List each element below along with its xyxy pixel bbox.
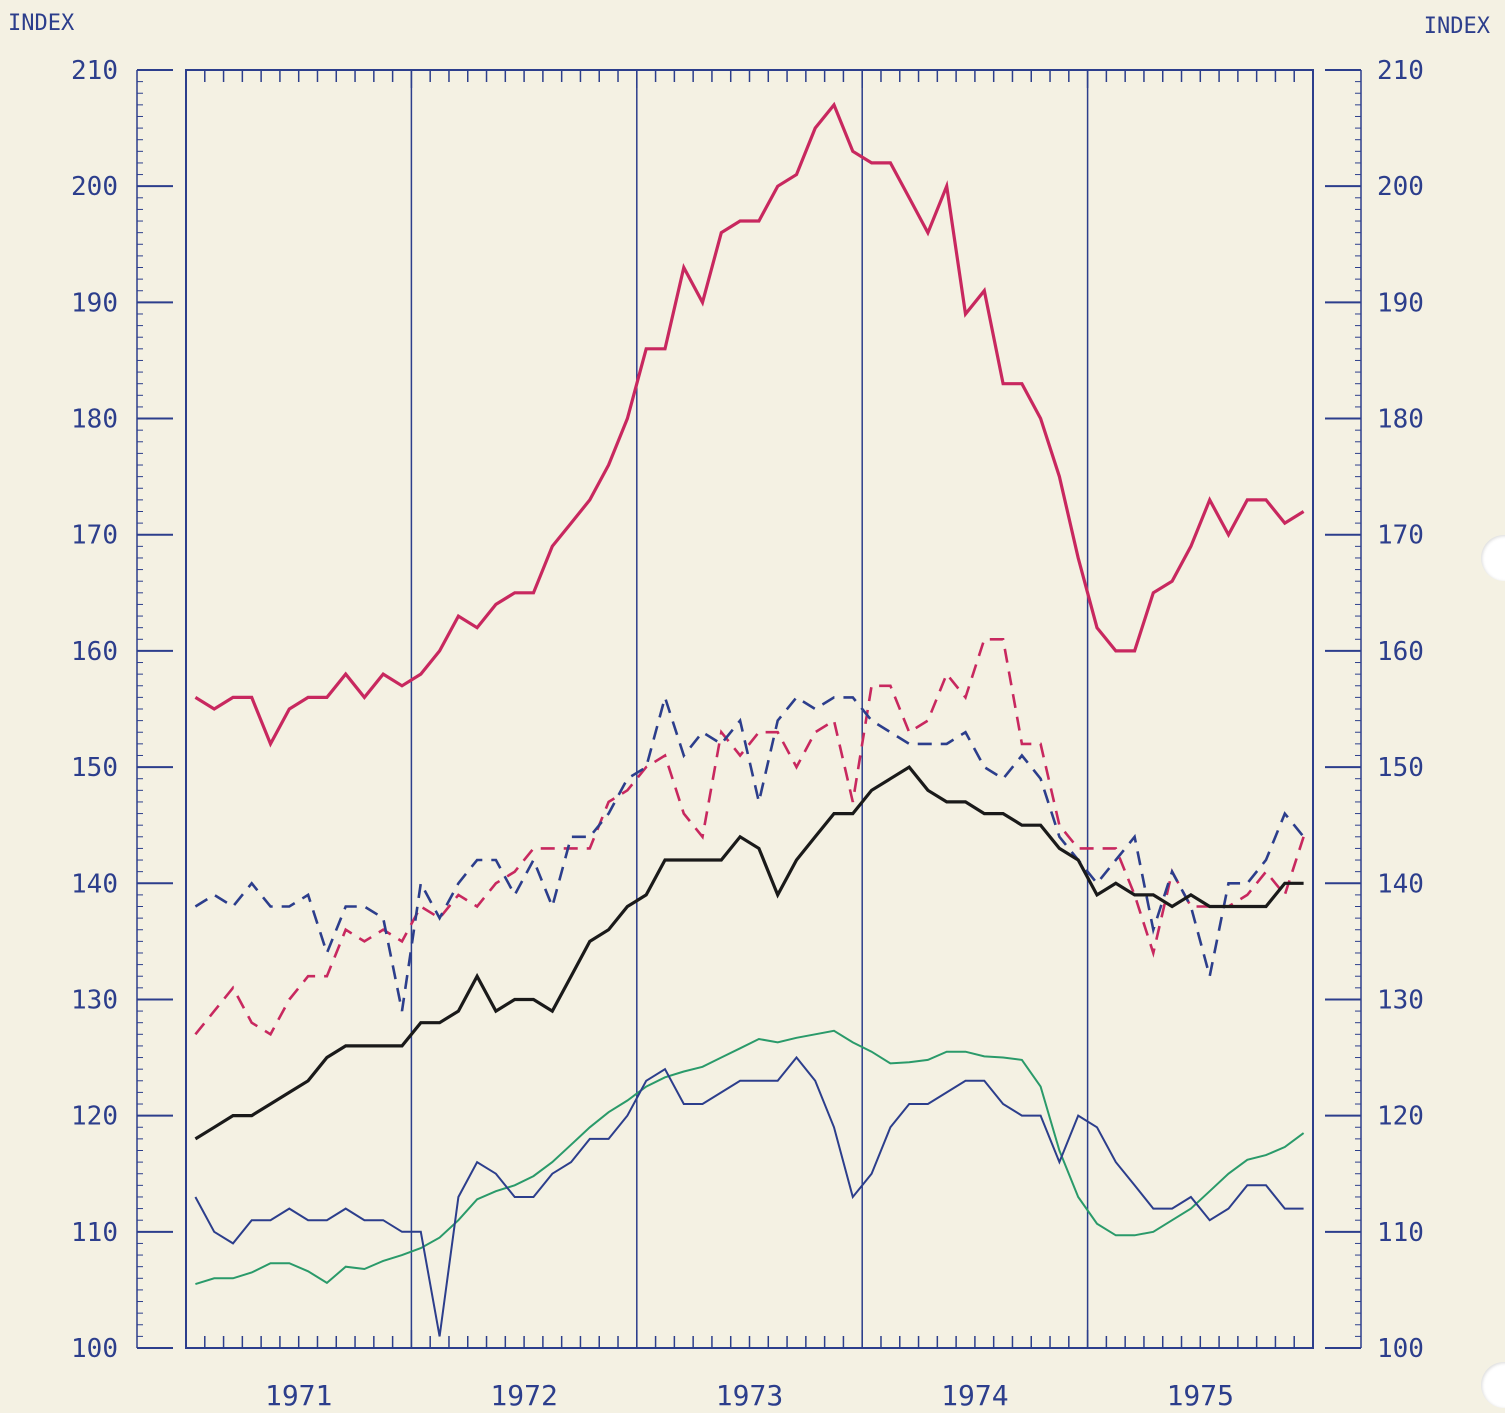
left-y-tick-label: 200 xyxy=(71,172,118,202)
series-line-4 xyxy=(194,764,1304,1141)
left-y-tick-label: 110 xyxy=(71,1218,118,1248)
left-y-tick-label: 100 xyxy=(71,1334,118,1364)
left-axis-label: INDEX xyxy=(8,11,75,36)
left-y-tick-label: 140 xyxy=(71,869,118,899)
grid-layer xyxy=(410,70,1089,1348)
left-y-tick-label: 210 xyxy=(71,56,118,86)
series-line-5 xyxy=(195,1029,1305,1286)
right-y-tick-label: 150 xyxy=(1377,753,1424,783)
right-y-tick-label: 160 xyxy=(1377,637,1424,667)
plot-frame xyxy=(185,69,1314,1349)
axes-layer: 100 100 110 110 120 120 130 130 140 140 150 150 160 1… xyxy=(71,56,1424,1412)
year-label: 1975 xyxy=(1167,1379,1234,1412)
right-y-tick-label: 190 xyxy=(1377,288,1424,318)
year-label: 1972 xyxy=(490,1379,557,1412)
right-y-tick-label: 110 xyxy=(1377,1218,1424,1248)
left-y-tick-label: 190 xyxy=(71,288,118,318)
right-y-tick-label: 140 xyxy=(1377,869,1424,899)
left-y-tick-label: 160 xyxy=(71,637,118,667)
left-y-tick-label: 180 xyxy=(71,405,118,435)
series-line-2 xyxy=(194,637,1305,1037)
right-y-tick-label: 200 xyxy=(1377,172,1424,202)
right-y-tick-label: 100 xyxy=(1377,1334,1424,1364)
year-label: 1973 xyxy=(716,1379,783,1412)
year-label: 1971 xyxy=(265,1379,332,1412)
left-y-tick-label: 170 xyxy=(71,521,118,551)
left-y-tick-label: 130 xyxy=(71,985,118,1015)
right-y-tick-label: 210 xyxy=(1377,56,1424,86)
year-label: 1974 xyxy=(941,1379,1008,1412)
series-line-3 xyxy=(194,692,1305,1012)
series-layer xyxy=(194,101,1305,1337)
left-y-tick-label: 150 xyxy=(71,753,118,783)
right-axis-label: INDEX xyxy=(1424,14,1491,39)
series-line-1 xyxy=(194,101,1305,748)
right-y-tick-label: 170 xyxy=(1377,521,1424,551)
right-y-tick-label: 130 xyxy=(1377,985,1424,1015)
right-y-tick-label: 180 xyxy=(1377,405,1424,435)
left-y-tick-label: 120 xyxy=(71,1102,118,1132)
series-line-6 xyxy=(194,1055,1304,1337)
right-y-tick-label: 120 xyxy=(1377,1102,1424,1132)
